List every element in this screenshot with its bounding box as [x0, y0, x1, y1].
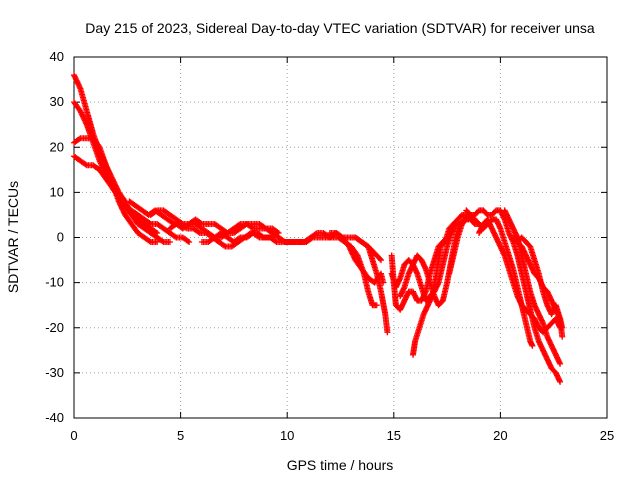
data-point: [255, 233, 262, 240]
data-point: [184, 238, 191, 245]
data-point: [384, 329, 391, 336]
data-point: [559, 333, 566, 340]
data-point: [275, 229, 282, 236]
data-point: [373, 302, 380, 309]
data-point: [248, 224, 255, 231]
data-series: [71, 153, 161, 236]
y-tick-label: 20: [50, 139, 64, 154]
data-series: [514, 234, 566, 331]
data-point: [557, 360, 564, 367]
data-points: [71, 72, 566, 385]
data-point: [166, 239, 173, 246]
data-series: [71, 72, 173, 246]
data-point: [559, 324, 566, 331]
data-point: [557, 378, 564, 385]
data-point: [312, 230, 319, 237]
x-tick-label: 5: [177, 428, 184, 443]
data-point: [529, 342, 536, 349]
data-point: [376, 255, 383, 262]
x-tick-label: 20: [493, 428, 507, 443]
data-series: [301, 229, 387, 286]
data-point: [159, 238, 166, 245]
data-point: [154, 239, 161, 246]
data-point: [280, 238, 287, 245]
data-point: [146, 238, 153, 245]
data-point: [269, 234, 276, 241]
data-point: [154, 229, 161, 236]
y-tick-label: 40: [50, 49, 64, 64]
data-point: [186, 239, 193, 246]
y-tick-label: 10: [50, 184, 64, 199]
y-tick-label: -40: [45, 410, 64, 425]
x-axis-label: GPS time / hours: [287, 457, 394, 473]
data-point: [197, 220, 204, 227]
x-tick-label: 10: [280, 428, 294, 443]
data-point: [272, 238, 279, 245]
y-tick-label: -30: [45, 365, 64, 380]
data-point: [274, 229, 281, 236]
data-point: [152, 208, 159, 215]
data-series: [198, 229, 276, 246]
y-axis-label: SDTVAR / TECUs: [5, 181, 21, 293]
y-tick-label: 30: [50, 94, 64, 109]
data-point: [76, 136, 83, 143]
data-point: [82, 161, 89, 168]
data-point: [221, 242, 228, 249]
data-series: [501, 207, 564, 367]
chart-title: Day 215 of 2023, Sidereal Day-to-day VTE…: [85, 20, 595, 36]
data-point: [378, 257, 385, 264]
x-tick-label: 15: [387, 428, 401, 443]
data-series: [352, 234, 385, 264]
data-series: [463, 207, 536, 349]
data-point: [172, 233, 179, 240]
data-point: [236, 235, 243, 242]
y-tick-label: 0: [57, 230, 64, 245]
axis-ticks: 0 5 10 15 20 25 40 30 20 10 0 -10 -20 -30 -40: [45, 49, 614, 443]
data-point: [338, 233, 345, 240]
data-series: [476, 216, 564, 336]
x-tick-label: 0: [70, 428, 77, 443]
data-point: [152, 229, 159, 236]
x-tick-label: 25: [600, 428, 614, 443]
y-tick-label: -20: [45, 320, 64, 335]
y-tick-label: -10: [45, 275, 64, 290]
data-point: [195, 229, 202, 236]
data-series: [409, 211, 487, 358]
